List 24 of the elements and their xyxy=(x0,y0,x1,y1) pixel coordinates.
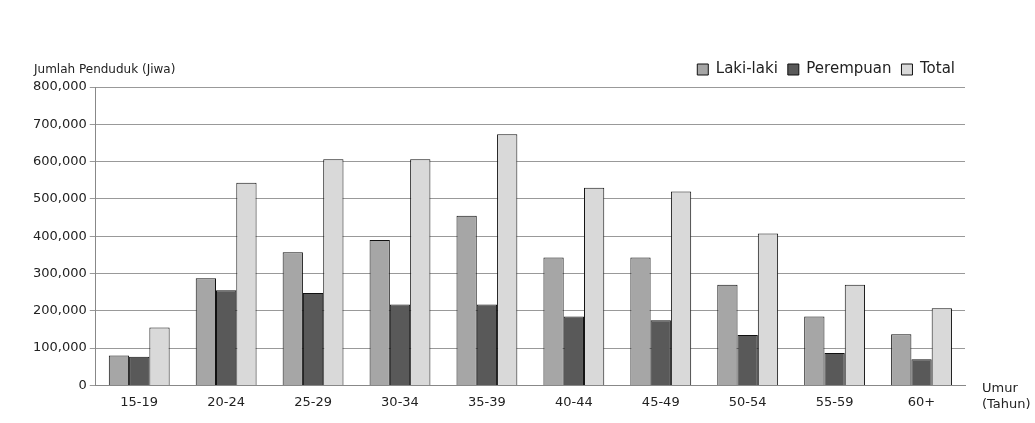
legend-label: Total xyxy=(918,59,956,78)
y-tick-label: 100,000 xyxy=(32,339,87,355)
y-tick-label: 700,000 xyxy=(32,115,87,131)
x-tick-label: 50-54 xyxy=(728,393,767,409)
y-tick-label: 300,000 xyxy=(32,264,87,280)
x-tick-label: 55-59 xyxy=(815,393,854,409)
x-tick-label: 45-49 xyxy=(641,393,680,409)
legend-label: Perempuan xyxy=(806,59,892,78)
y-axis-title: Jumlah Penduduk (Jiwa) xyxy=(34,62,176,76)
y-tick-label: 0 xyxy=(78,376,87,392)
x-tick-label: 35-39 xyxy=(468,393,506,409)
y-tick-label: 400,000 xyxy=(32,227,87,243)
x-tick-label: 25-29 xyxy=(294,393,332,409)
x-tick-label: 20-24 xyxy=(207,393,246,409)
y-tick-label: 200,000 xyxy=(32,302,87,318)
x-tick-label: 30-34 xyxy=(381,393,419,409)
y-tick-label: 600,000 xyxy=(32,152,87,168)
y-tick-label: 500,000 xyxy=(32,190,87,206)
x-tick-label: 15-19 xyxy=(120,393,159,409)
legend-label: Laki-laki xyxy=(715,59,778,78)
y-tick-label: 800,000 xyxy=(32,78,87,94)
x-tick-label: 40-44 xyxy=(554,393,593,409)
x-tick-label: 60+ xyxy=(907,393,936,409)
x-axis-title: Umur (Tahun) xyxy=(982,380,1032,412)
